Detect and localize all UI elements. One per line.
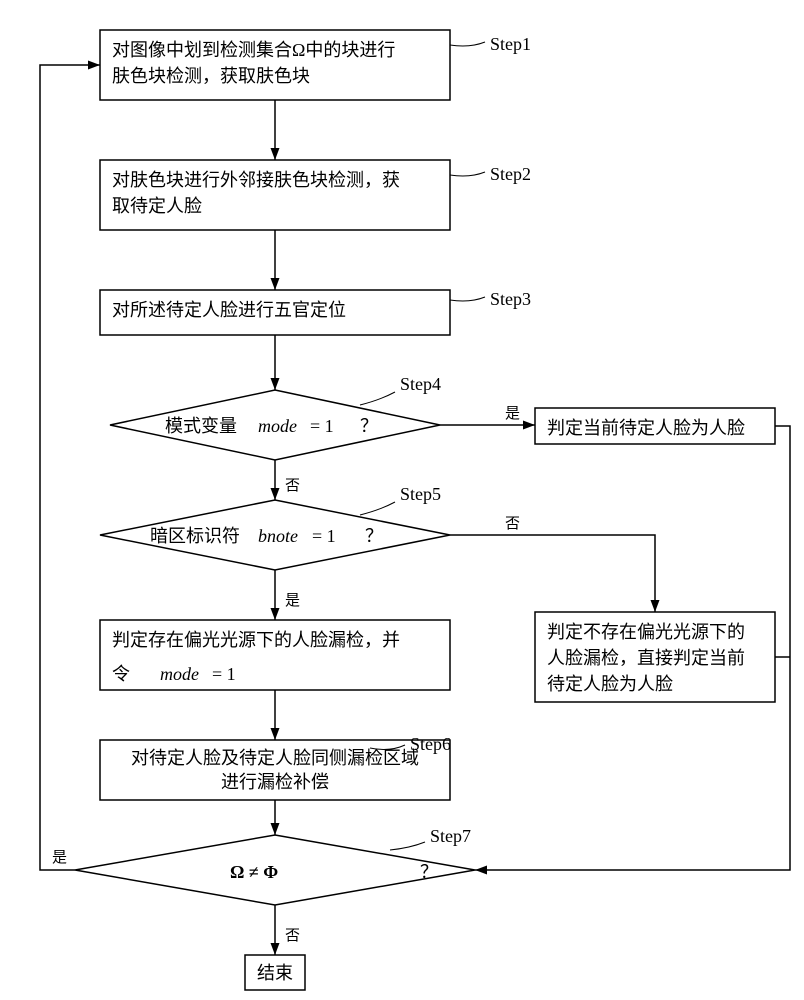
edge-label: 否 xyxy=(285,478,300,494)
step5_yes_box-text: 令 xyxy=(112,664,130,684)
step4-text: = 1 xyxy=(310,416,334,436)
step7-text: ？ xyxy=(420,862,438,882)
edge xyxy=(450,535,655,612)
step5_yes_box-text: mode xyxy=(160,664,199,684)
end-text: 结束 xyxy=(257,963,293,983)
step4-text: mode xyxy=(258,416,297,436)
step5_yes_box-text: 判定存在偏光光源下的人脸漏检，并 xyxy=(112,630,400,650)
step4-leader xyxy=(360,392,395,405)
flowchart-canvas: 对图像中划到检测集合Ω中的块进行肤色块检测，获取肤色块 Step1 对肤色块进行外邻… xyxy=(0,0,804,1000)
step2-leader xyxy=(450,172,485,176)
step4-text: 模式变量 xyxy=(165,416,237,436)
step1-text: 肤色块检测，获取肤色块 xyxy=(112,66,310,86)
step7-leader xyxy=(390,842,425,850)
step4-text: ？ xyxy=(360,416,378,436)
step3-text: 对所述待定人脸进行五官定位 xyxy=(112,300,346,320)
step7-label: Step7 xyxy=(430,826,471,846)
step5_no_box-text: 待定人脸为人脸 xyxy=(547,674,673,694)
step6-label: Step6 xyxy=(410,734,451,754)
edge-label: 是 xyxy=(285,593,300,609)
step5-text: bnote xyxy=(258,526,298,546)
edge-label: 否 xyxy=(505,516,520,532)
step1-label: Step1 xyxy=(490,34,531,54)
step3-label: Step3 xyxy=(490,289,531,309)
edge xyxy=(40,65,100,870)
step3-leader xyxy=(450,297,485,301)
edge-label: 是 xyxy=(505,406,520,422)
step5_no_box-text: 判定不存在偏光光源下的 xyxy=(547,622,745,642)
step4_yes_box-text: 判定当前待定人脸为人脸 xyxy=(547,418,745,438)
step2-label: Step2 xyxy=(490,164,531,184)
step2-text: 取待定人脸 xyxy=(112,196,202,216)
edge-label: 否 xyxy=(285,928,300,944)
step6-text: 对待定人脸及待定人脸同侧漏检区域 xyxy=(131,748,419,768)
step7-text: Ω ≠ Φ xyxy=(230,862,278,882)
step5-label: Step5 xyxy=(400,484,441,504)
step5_no_box-text: 人脸漏检，直接判定当前 xyxy=(547,648,745,668)
step1-leader xyxy=(450,42,485,46)
step4-label: Step4 xyxy=(400,374,441,394)
step5-text: ？ xyxy=(365,526,383,546)
step5-text: = 1 xyxy=(312,526,336,546)
step6-text: 进行漏检补偿 xyxy=(221,772,329,792)
step5-leader xyxy=(360,502,395,515)
step1-text: 对图像中划到检测集合Ω中的块进行 xyxy=(112,40,395,60)
edge-label: 是 xyxy=(52,850,67,866)
step5-text: 暗区标识符 xyxy=(150,526,240,546)
step5_yes_box-text: = 1 xyxy=(212,664,236,684)
step2-text: 对肤色块进行外邻接肤色块检测，获 xyxy=(112,170,400,190)
